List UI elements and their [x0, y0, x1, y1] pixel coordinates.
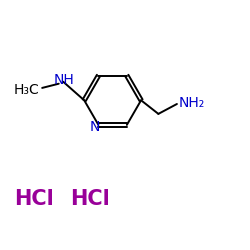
- Text: HCl: HCl: [70, 189, 110, 209]
- Text: NH: NH: [54, 73, 75, 87]
- Text: NH₂: NH₂: [179, 96, 205, 110]
- Text: N: N: [90, 120, 101, 134]
- Text: H₃C: H₃C: [14, 84, 39, 98]
- Text: HCl: HCl: [14, 189, 54, 209]
